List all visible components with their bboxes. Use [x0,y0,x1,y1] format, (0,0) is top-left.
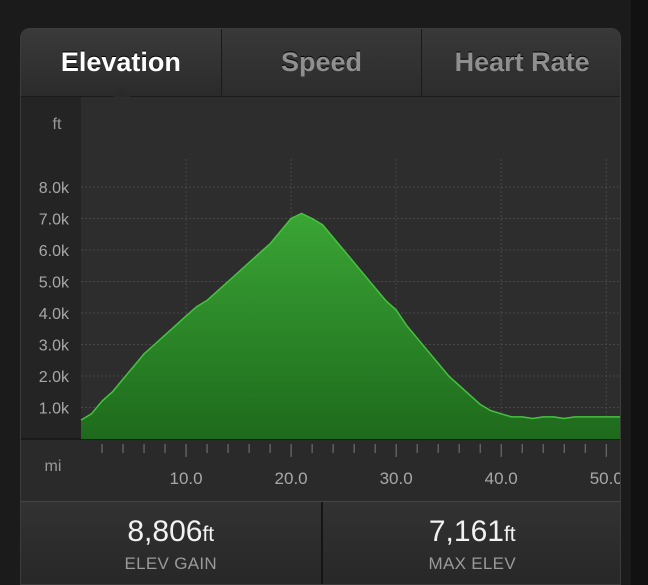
max-elev-value: 7,161 [428,514,504,548]
elevation-line [80,212,620,421]
max-elev-label: MAX ELEV [428,553,516,573]
tab-heart-rate[interactable]: Heart Rate [422,29,620,97]
x-axis-unit: mi [45,458,62,475]
window-edge [631,0,648,585]
y-tick-label: 7.0k [39,212,70,229]
y-tick-label: 3.0k [39,338,70,355]
y-tick-label: 4.0k [39,306,70,323]
elevation-chart: 8.0k 7.0k 6.0k 5.0k 4.0k 3.0k 2.0k 1.0k 10.0 20.… [21,97,621,501]
y-tick-label: 5.0k [39,275,70,292]
elev-gain-label: ELEV GAIN [124,553,217,573]
elev-gain-value-row: 8,806ft [127,514,215,551]
max-elev-value-row: 7,161ft [428,514,516,551]
elev-gain-stat: 8,806ft ELEV GAIN [21,502,323,584]
x-tick-label: 50.0 [590,469,621,488]
x-minor-ticks [101,444,607,457]
active-tab-pointer [113,87,131,97]
y-tick-label: 2.0k [39,369,70,386]
elevation-card: Elevation Speed Heart Rate 8.0k 7.0k 6.0k 5… [20,28,621,585]
y-tick-label: 6.0k [39,243,70,260]
y-axis-panel [21,97,81,501]
elevation-area [81,213,620,439]
elev-gain-unit: ft [202,522,215,546]
tab-elevation[interactable]: Elevation [21,29,222,97]
x-tick-labels: 10.0 20.0 30.0 40.0 50.0 [170,469,621,488]
y-axis-unit: ft [53,116,62,133]
elev-gain-value: 8,806 [127,514,203,548]
x-tick-label: 30.0 [380,469,413,488]
y-tick-label: 8.0k [39,180,70,197]
x-tick-label: 20.0 [275,469,308,488]
y-tick-label: 1.0k [39,401,70,418]
max-elev-unit: ft [503,522,516,546]
x-axis-panel [21,439,620,501]
chart-tabs: Elevation Speed Heart Rate [21,29,620,97]
x-tick-label: 40.0 [485,469,518,488]
tab-speed[interactable]: Speed [221,29,423,97]
y-tick-labels: 8.0k 7.0k 6.0k 5.0k 4.0k 3.0k 2.0k 1.0k [39,180,70,418]
stats-bar: 8,806ft ELEV GAIN 7,161ft MAX ELEV [21,501,620,584]
x-tick-label: 10.0 [170,469,203,488]
max-elev-stat: 7,161ft MAX ELEV [322,502,620,584]
